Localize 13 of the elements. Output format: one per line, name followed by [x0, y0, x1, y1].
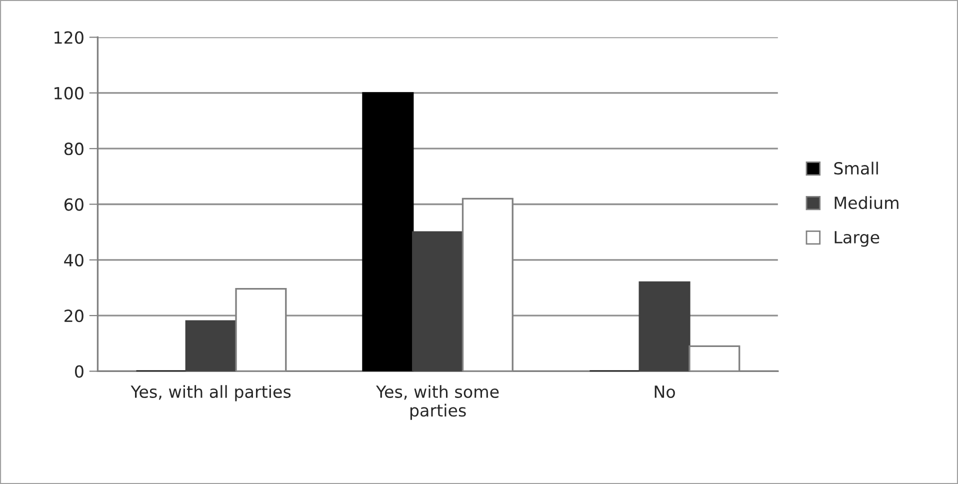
legend-label: Small	[834, 162, 878, 175]
y-tick-label: 60	[64, 198, 84, 211]
x-tick-label: Yes, with all parties	[130, 385, 291, 402]
x-tick-label: No	[654, 386, 675, 398]
y-tick-label: 100	[54, 86, 84, 100]
y-tick-label: 0	[75, 365, 84, 378]
x-tick-label: Yes, with some parties	[376, 385, 499, 420]
y-tick-label: 120	[54, 31, 84, 44]
legend-label: Large	[834, 231, 880, 247]
y-tick-label: 80	[64, 142, 84, 156]
y-tick-label: 40	[64, 254, 84, 266]
y-tick-label: 20	[64, 310, 84, 322]
legend-label: Medium	[834, 196, 898, 210]
